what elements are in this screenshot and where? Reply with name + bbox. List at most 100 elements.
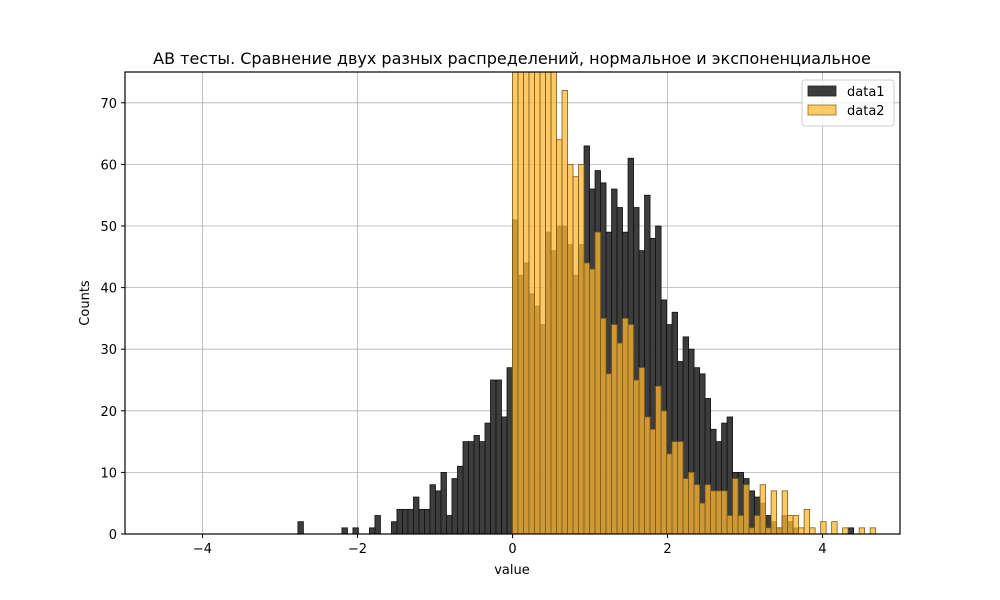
histogram-bar-data1 <box>352 527 359 534</box>
histogram-bar-data1 <box>484 422 491 534</box>
histogram-bar-data2 <box>726 515 733 534</box>
y-tick-label: 20 <box>100 405 117 420</box>
histogram-bar-data1 <box>468 441 475 534</box>
histogram-bar-data2 <box>594 231 601 534</box>
histogram-bar-data2 <box>534 72 541 534</box>
x-axis-ticks: −4 −2 0 2 4 <box>193 534 827 557</box>
histogram-bar-data2 <box>776 527 783 534</box>
y-tick-label: 60 <box>100 158 117 173</box>
histogram-bar-data1 <box>424 508 431 534</box>
histogram-bar-data2 <box>545 72 552 534</box>
histogram-bar-data2 <box>583 262 590 534</box>
histogram-bar-data1 <box>429 484 436 534</box>
histogram-bar-data2 <box>842 527 849 534</box>
histogram-bar-data2 <box>732 478 739 534</box>
histogram-bar-data2 <box>616 342 623 534</box>
histogram-bar-data1 <box>440 471 447 534</box>
histogram-bar-data2 <box>781 490 789 534</box>
histogram-bar-data1 <box>413 496 420 534</box>
histogram-bar-data1 <box>402 508 409 534</box>
histogram-bar-data1 <box>391 521 398 534</box>
y-tick-label: 70 <box>100 97 117 112</box>
histogram-bar-data1 <box>501 416 508 534</box>
histogram-bar-data1 <box>446 515 453 534</box>
x-tick-label: −2 <box>348 542 367 557</box>
histogram-bar-data2 <box>622 317 629 534</box>
histogram-bar-data2 <box>649 428 656 534</box>
histogram-bar-data1 <box>374 515 381 534</box>
histogram-bar-data2 <box>666 453 673 534</box>
histogram-bar-data2 <box>809 527 816 534</box>
histogram-bar-data2 <box>715 490 722 534</box>
histogram-bar-data2 <box>550 72 557 534</box>
x-axis-label: value <box>494 563 530 578</box>
legend-swatch-data1 <box>807 85 837 97</box>
histogram-bar-data2 <box>704 484 711 534</box>
histogram-bar-data2 <box>572 176 579 534</box>
histogram-bar-data2 <box>539 72 546 534</box>
histogram-bar-data2 <box>770 490 778 534</box>
histogram-bar-data2 <box>792 515 800 534</box>
histogram-bar-data2 <box>831 521 838 534</box>
x-tick-label: 2 <box>663 542 671 557</box>
legend-label-data1: data1 <box>847 85 885 100</box>
histogram-bar-data2 <box>633 379 640 534</box>
x-tick-label: −4 <box>193 542 212 557</box>
histogram-bar-data2 <box>517 72 524 534</box>
histogram-bar-data2 <box>743 484 750 534</box>
histogram-bar-data2 <box>660 410 667 534</box>
histogram-bar-data2 <box>682 478 689 534</box>
y-tick-label: 30 <box>100 343 117 358</box>
histogram-bar-data2 <box>512 72 519 534</box>
histogram-bar-data2 <box>869 527 877 534</box>
histogram-bar-data2 <box>693 484 700 534</box>
y-tick-label: 0 <box>109 528 117 543</box>
histogram-bar-data2 <box>528 72 535 534</box>
histogram-bar-data2 <box>759 484 767 534</box>
histogram-bar-data2 <box>748 527 756 534</box>
histogram-bar-data2 <box>600 317 607 534</box>
histogram-bar-data2 <box>671 441 678 534</box>
histogram-bar-data2 <box>605 373 612 534</box>
histogram-bars-data2 <box>512 72 877 534</box>
x-tick-label: 4 <box>818 542 826 557</box>
y-tick-label: 10 <box>100 466 117 481</box>
histogram-bar-data2 <box>638 367 645 534</box>
histogram-bar-data1 <box>369 527 376 534</box>
histogram-bar-data1 <box>490 379 497 534</box>
histogram-bar-data2 <box>754 515 761 534</box>
histogram-bar-data1 <box>418 508 425 534</box>
legend-swatch-data2 <box>807 104 837 116</box>
histogram-bar-data2 <box>721 490 728 534</box>
histogram-bar-data2 <box>578 163 585 534</box>
histogram-bar-data1 <box>847 527 855 534</box>
histogram-bar-data1 <box>495 379 502 534</box>
histogram-bar-data1 <box>451 478 458 534</box>
x-tick-label: 0 <box>508 542 516 557</box>
histogram-bar-data2 <box>688 471 695 534</box>
histogram-bar-data2 <box>737 515 745 534</box>
histogram-bar-data1 <box>396 508 403 534</box>
histogram-bar-data1 <box>473 435 480 534</box>
histogram-bar-data2 <box>858 527 866 534</box>
histogram-bar-data2 <box>798 527 805 534</box>
y-tick-label: 50 <box>100 220 117 235</box>
histogram-bar-data1 <box>407 508 414 534</box>
histogram-bar-data2 <box>567 163 574 534</box>
chart-title: AB тесты. Сравнение двух разных распреде… <box>153 49 871 68</box>
histogram-bar-data1 <box>435 490 442 534</box>
histogram-bar-data2 <box>699 502 706 534</box>
y-axis-label: Counts <box>78 280 93 326</box>
histogram-bar-data1 <box>506 367 513 534</box>
histogram-bar-data2 <box>523 72 530 534</box>
legend-label-data2: data2 <box>847 104 885 119</box>
histogram-bar-data1 <box>479 441 486 534</box>
histogram-bar-data2 <box>803 508 811 534</box>
histogram-bar-data2 <box>627 324 634 534</box>
histogram-bar-data1 <box>457 465 464 534</box>
legend: data1 data2 <box>801 79 895 127</box>
histogram-bar-data2 <box>611 324 618 534</box>
y-tick-label: 40 <box>100 282 117 297</box>
histogram-bar-data2 <box>765 527 772 534</box>
